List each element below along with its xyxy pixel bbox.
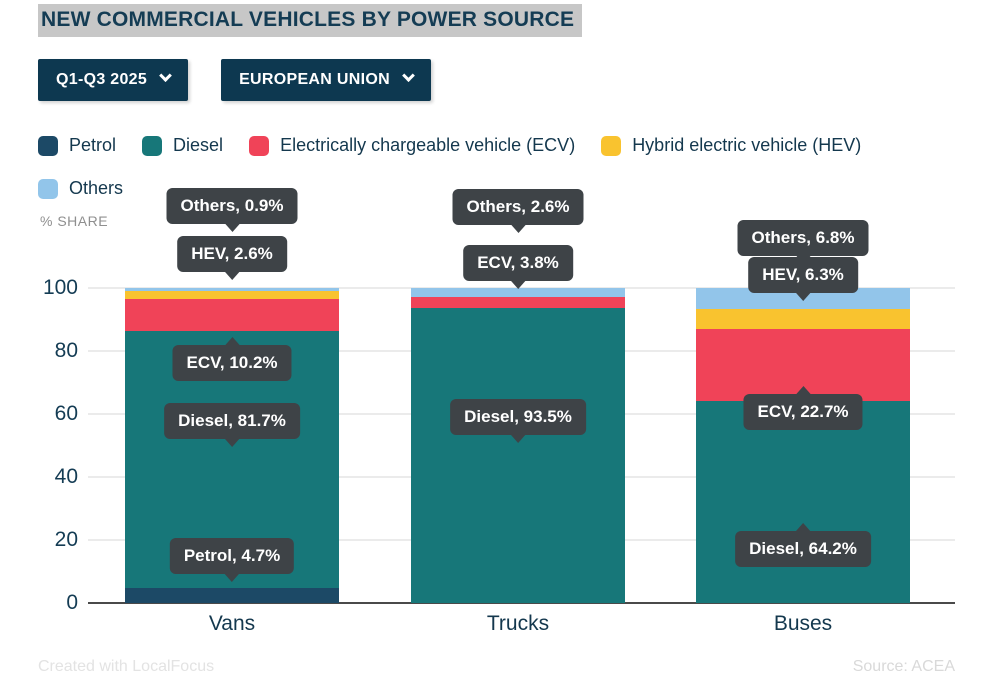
bar-segment-hev-buses <box>696 309 910 330</box>
legend: Petrol Diesel Electrically chargeable vehi… <box>38 135 958 199</box>
bar-buses <box>696 288 910 603</box>
callout-hev-buses: HEV, 6.3% <box>748 257 858 301</box>
page-title: NEW COMMERCIAL VEHICLES BY POWER SOURCE <box>38 4 583 37</box>
legend-label-diesel: Diesel <box>173 135 224 155</box>
callout-pointer <box>224 573 240 582</box>
region-dropdown[interactable]: EUROPEAN UNION <box>221 59 431 101</box>
legend-item-diesel: Diesel <box>142 135 223 156</box>
y-axis-tick-label: 20 <box>54 528 78 551</box>
bar-segment-ecv-trucks <box>411 296 625 309</box>
callout-pointer <box>224 223 240 232</box>
callout-pointer <box>510 224 526 233</box>
legend-label-hev: Hybrid electric vehicle (HEV) <box>632 135 862 155</box>
footer-source: Source: ACEA <box>852 658 955 675</box>
x-axis-label-buses: Buses <box>773 612 833 635</box>
legend-item-others: Others <box>38 178 123 199</box>
chevron-down-icon <box>159 68 172 82</box>
bar-segment-petrol-vans <box>125 588 339 603</box>
legend-item-petrol: Petrol <box>38 135 116 156</box>
callout-diesel-trucks: Diesel, 93.5% <box>450 399 586 443</box>
bar-trucks <box>411 288 625 603</box>
callout-pointer <box>795 523 811 532</box>
bar-segment-others-vans <box>125 287 339 291</box>
chevron-down-icon <box>402 68 415 82</box>
callout-others-buses: Others, 6.8% <box>737 220 869 264</box>
bar-segment-diesel-buses <box>696 400 910 603</box>
footer-credit: Created with LocalFocus <box>38 658 215 675</box>
period-dropdown[interactable]: Q1-Q3 2025 <box>38 59 189 101</box>
y-axis-tick-label: 60 <box>54 402 78 425</box>
legend-swatch-ecv <box>249 135 270 156</box>
callout-pointer <box>223 337 240 346</box>
filter-controls: Q1-Q3 2025 EUROPEAN UNION <box>38 59 431 101</box>
y-axis-tick-label: 100 <box>42 276 78 299</box>
legend-swatch-diesel <box>142 135 163 156</box>
legend-label-others: Others <box>69 178 124 198</box>
callout-petrol-vans: Petrol, 4.7% <box>169 538 295 582</box>
x-axis-label-trucks: Trucks <box>486 612 550 635</box>
y-axis-note: % SHARE <box>40 213 109 229</box>
legend-label-ecv: Electrically chargeable vehicle (ECV) <box>280 135 576 155</box>
legend-swatch-hev <box>601 135 622 156</box>
legend-item-hev: Hybrid electric vehicle (HEV) <box>601 135 861 156</box>
legend-item-ecv: Electrically chargeable vehicle (ECV) <box>249 135 575 156</box>
callout-pointer <box>510 280 526 289</box>
callout-ecv-buses: ECV, 22.7% <box>743 386 863 430</box>
y-axis-tick-label: 80 <box>54 339 78 362</box>
legend-swatch-others <box>38 178 58 199</box>
callout-hev-vans: HEV, 2.6% <box>177 236 287 280</box>
callout-diesel-vans: Diesel, 81.7% <box>164 403 300 447</box>
x-axis-label-vans: Vans <box>208 612 256 635</box>
period-dropdown-label: Q1-Q3 2025 <box>56 71 148 88</box>
callout-others-trucks: Others, 2.6% <box>452 189 584 233</box>
callout-ecv-trucks: ECV, 3.8% <box>463 245 573 289</box>
region-dropdown-label: EUROPEAN UNION <box>239 71 390 88</box>
legend-label-petrol: Petrol <box>69 135 117 155</box>
bar-segment-ecv-vans <box>125 298 339 331</box>
y-axis-tick-label: 0 <box>66 591 78 614</box>
callout-pointer <box>224 438 240 447</box>
bar-segment-others-trucks <box>411 288 625 297</box>
callout-others-vans: Others, 0.9% <box>166 188 298 232</box>
title-highlight: NEW COMMERCIAL VEHICLES BY POWER SOURCE <box>38 4 583 37</box>
callout-pointer <box>794 386 811 395</box>
callout-pointer <box>224 271 240 280</box>
y-axis-tick-label: 40 <box>54 465 78 488</box>
x-axis-line <box>88 602 955 604</box>
title-text: NEW COMMERCIAL VEHICLES BY POWER SOURCE <box>41 8 575 31</box>
callout-pointer <box>795 292 811 301</box>
callout-ecv-vans: ECV, 10.2% <box>172 337 292 381</box>
legend-swatch-petrol <box>38 135 58 156</box>
bar-segment-hev-vans <box>125 290 339 299</box>
bar-segment-diesel-trucks <box>411 308 625 603</box>
callout-diesel-buses: Diesel, 64.2% <box>735 523 871 567</box>
callout-pointer <box>510 434 526 443</box>
